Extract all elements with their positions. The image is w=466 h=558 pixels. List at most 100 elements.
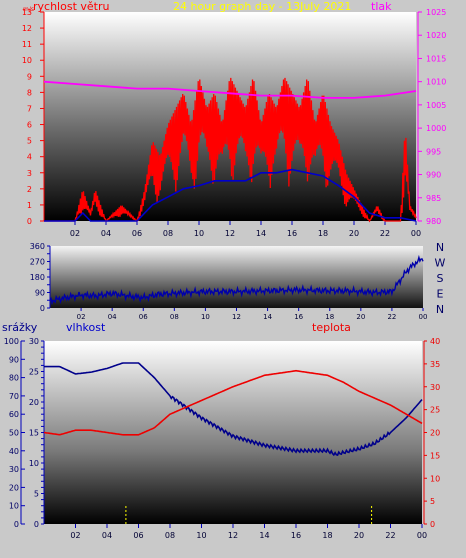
rain-axis-tick-label: 10 <box>29 459 39 468</box>
temperature-axis-tick-label: 15 <box>430 451 440 460</box>
wind-axis-tick-label: 7 <box>27 104 32 113</box>
direction-axis-tick-label: 360 <box>30 242 45 251</box>
rain-axis-tick-label: 30 <box>29 337 39 346</box>
humidity-axis-tick-label: 30 <box>9 465 19 474</box>
time-axis-tick-label: 06 <box>132 229 142 238</box>
humidity-axis-tick-label: 0 <box>14 520 19 529</box>
time-axis-tick-label: 18 <box>318 229 328 238</box>
time-axis-tick-label: 00 <box>419 313 428 321</box>
wind-axis-tick-label: 12 <box>22 24 32 33</box>
pressure-axis-tick-label: 985 <box>426 194 441 203</box>
humidity-axis-tick-label: 50 <box>9 429 19 438</box>
time-axis-tick-label: 02 <box>70 531 80 540</box>
time-axis-tick-label: 20 <box>356 313 365 321</box>
time-axis-tick-label: 02 <box>77 313 86 321</box>
wind-axis-tick-label: 1 <box>27 201 32 210</box>
humidity-axis-tick-label: 10 <box>9 502 19 511</box>
humidity-axis-label: vlhkost <box>66 321 106 334</box>
rain-axis-label: srážky <box>2 321 38 334</box>
pressure-axis-tick-label: 1015 <box>426 54 446 63</box>
time-axis-tick-label: 08 <box>163 229 173 238</box>
wind-axis-tick-label: 9 <box>27 72 32 81</box>
temperature-axis-tick-label: 20 <box>430 429 440 438</box>
temperature-axis-tick-label: 35 <box>430 360 440 369</box>
time-axis-tick-label: 10 <box>194 229 204 238</box>
direction-axis-tick-label: 0 <box>40 304 45 313</box>
humidity-axis-tick-label: 70 <box>9 392 19 401</box>
temperature-axis-tick-label: 25 <box>430 406 440 415</box>
direction-axis-tick-label: 180 <box>30 273 45 282</box>
time-axis-tick-label: 00 <box>417 531 427 540</box>
time-axis-tick-label: 22 <box>387 313 396 321</box>
pressure-axis-tick-label: 995 <box>426 147 441 156</box>
temperature-axis-tick-label: 5 <box>430 497 435 506</box>
time-axis-tick-label: 16 <box>291 531 301 540</box>
rain-axis-tick-label: 0 <box>34 520 39 529</box>
time-axis-tick-label: 06 <box>133 531 143 540</box>
humidity-axis-tick-label: 90 <box>9 355 19 364</box>
pressure-axis-tick-label: 1025 <box>426 8 446 17</box>
time-axis-tick-label: 18 <box>325 313 334 321</box>
time-axis-tick-label: 12 <box>232 313 241 321</box>
time-axis-tick-label: 08 <box>165 531 175 540</box>
compass-label: E <box>437 288 444 301</box>
rain-axis-tick-label: 15 <box>29 429 39 438</box>
humidity-plot-area <box>44 341 422 524</box>
pressure-label: tlak <box>371 0 392 13</box>
pressure-axis-tick-label: 1005 <box>426 101 446 110</box>
humidity-line <box>44 362 423 457</box>
humidity-axis-tick-label: 20 <box>9 483 19 492</box>
pressure-axis-tick-label: 1000 <box>426 124 446 133</box>
time-axis-tick-label: 12 <box>225 229 235 238</box>
chart-marks: 012345678910111213m/s9809859909951000100… <box>4 6 447 540</box>
temperature-axis-label: teplota <box>312 321 351 334</box>
time-axis-tick-label: 16 <box>294 313 303 321</box>
time-axis-tick-label: 14 <box>256 229 266 238</box>
temperature-axis-tick-label: 30 <box>430 383 440 392</box>
compass-label: S <box>437 272 444 285</box>
time-axis-tick-label: 16 <box>287 229 297 238</box>
time-axis-tick-label: 22 <box>380 229 390 238</box>
humidity-axis-tick-label: 60 <box>9 410 19 419</box>
time-axis-tick-label: 02 <box>70 229 80 238</box>
time-axis-tick-label: 06 <box>139 313 148 321</box>
wind-average-line <box>44 168 417 222</box>
compass-label: N <box>436 241 444 254</box>
time-axis-tick-label: 10 <box>196 531 206 540</box>
wind-axis-tick-label: 8 <box>27 88 32 97</box>
time-axis-tick-label: 14 <box>263 313 272 321</box>
wind-direction-line <box>49 254 424 306</box>
temperature-axis-tick-label: 10 <box>430 474 440 483</box>
direction-axis-tick-label: 270 <box>30 258 45 267</box>
wind-axis-tick-label: 5 <box>27 137 32 146</box>
wind-axis-tick-label: 2 <box>27 185 32 194</box>
rain-axis-tick-label: 5 <box>34 490 39 499</box>
temperature-axis-tick-label: 40 <box>430 337 440 346</box>
wind-axis-tick-label: 13 <box>22 8 32 17</box>
time-axis-tick-label: 10 <box>201 313 210 321</box>
time-axis-tick-label: 04 <box>101 229 111 238</box>
wind-speed-label: rychlost větru <box>33 0 109 13</box>
pressure-axis-tick-label: 980 <box>426 217 441 226</box>
time-axis-tick-label: 20 <box>354 531 364 540</box>
rain-axis-tick-label: 20 <box>29 398 39 407</box>
direction-plot-area <box>50 246 423 308</box>
time-axis-tick-label: 00 <box>411 229 421 238</box>
temperature-line <box>43 369 423 436</box>
time-axis-tick-label: 20 <box>349 229 359 238</box>
graph-title: 24 hour graph day - 13July 2021 <box>173 0 351 13</box>
humidity-axis-tick-label: 100 <box>4 337 19 346</box>
pressure-line <box>43 80 417 99</box>
time-axis-tick-label: 14 <box>259 531 269 540</box>
rain-axis-tick-label: 25 <box>29 368 39 377</box>
time-axis-tick-label: 08 <box>170 313 179 321</box>
time-axis-tick-label: 22 <box>385 531 395 540</box>
wind-axis-tick-label: 11 <box>22 40 32 49</box>
wind-axis-tick-label: 0 <box>27 217 32 226</box>
time-axis-tick-label: 12 <box>228 531 238 540</box>
wind-axis-tick-label: 4 <box>27 153 32 162</box>
compass-label: N <box>436 303 444 316</box>
pressure-axis-tick-label: 1020 <box>426 31 446 40</box>
